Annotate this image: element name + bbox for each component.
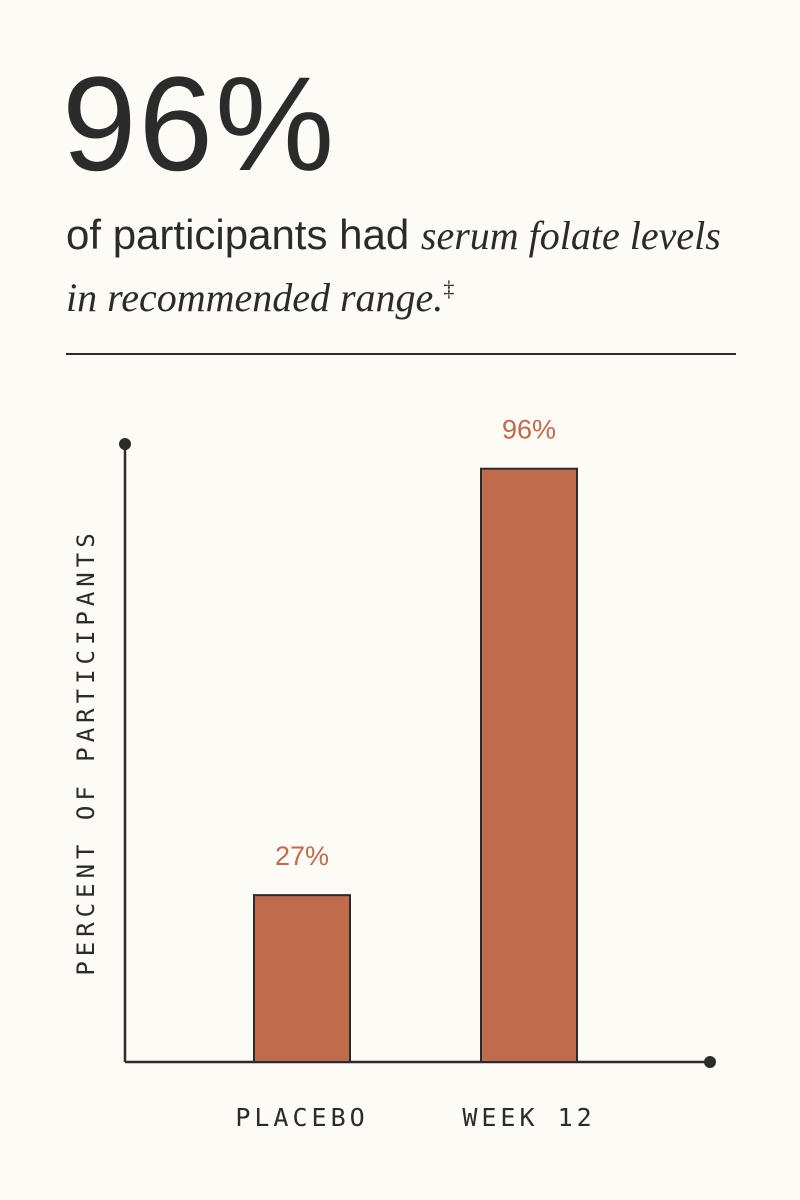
value-label-placebo: 27% <box>275 841 329 871</box>
category-label-placebo: PLACEBO <box>235 1103 368 1132</box>
divider <box>66 353 736 355</box>
subtitle-italic: serum folate levels in recommended range… <box>66 213 721 320</box>
y-axis-end-dot <box>119 438 131 450</box>
subtitle-plain: of participants had <box>66 211 421 258</box>
bar-chart: PERCENT OF PARTICIPANTS 27% PLACEBO 96% WEE… <box>72 415 716 1132</box>
bar-week-12 <box>480 467 578 1064</box>
y-axis-label: PERCENT OF PARTICIPANTS <box>72 528 100 975</box>
category-label-week-12: WEEK 12 <box>462 1103 595 1132</box>
subtitle: of participants had serum folate levels … <box>66 204 746 329</box>
bars-group: 27% PLACEBO 96% WEEK 12 <box>235 415 595 1132</box>
bar-placebo <box>253 894 351 1064</box>
footnote-mark: ‡ <box>443 276 455 301</box>
headline-stat: 96% <box>62 50 337 199</box>
x-axis-end-dot <box>704 1056 716 1068</box>
value-label-week-12: 96% <box>502 415 556 445</box>
